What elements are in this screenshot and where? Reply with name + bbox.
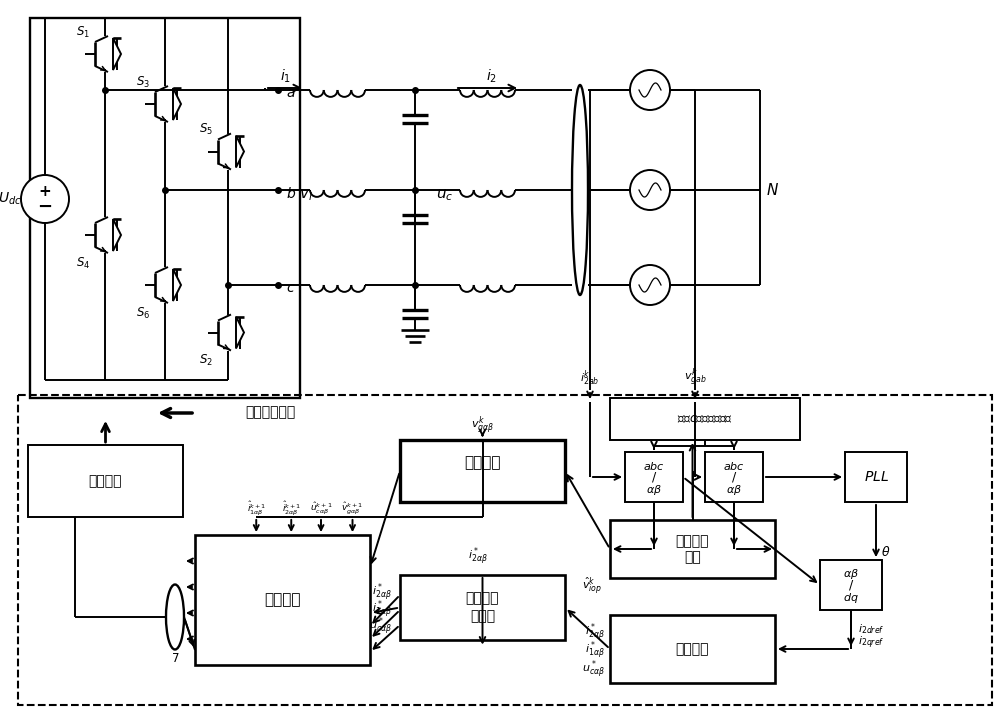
Text: 参考计算: 参考计算 (676, 642, 709, 656)
Text: 预测模型: 预测模型 (264, 593, 301, 608)
Text: $i^*_{1\alpha\beta}$: $i^*_{1\alpha\beta}$ (585, 640, 605, 662)
Bar (18, 395, 992, 705)
Text: $\alpha\beta$: $\alpha\beta$ (726, 483, 742, 497)
Polygon shape (236, 136, 244, 167)
Text: $i^*_{2\alpha\beta}$: $i^*_{2\alpha\beta}$ (585, 622, 605, 644)
Text: $N$: $N$ (766, 182, 778, 198)
Text: $\hat{i}^{k+1}_{2\alpha\beta}$: $\hat{i}^{k+1}_{2\alpha\beta}$ (282, 499, 301, 517)
Text: $S_4$: $S_4$ (76, 255, 90, 270)
Polygon shape (236, 317, 244, 348)
Polygon shape (113, 219, 121, 251)
Text: 延时补偿: 延时补偿 (464, 456, 501, 471)
Text: $i^*_{2\alpha\beta}$: $i^*_{2\alpha\beta}$ (468, 546, 487, 568)
Text: $abc$: $abc$ (643, 460, 665, 472)
Text: $S_6$: $S_6$ (136, 306, 150, 321)
Text: /: / (849, 578, 853, 591)
Bar (820, 560, 882, 610)
Text: $\hat{u}^{k+1}_{c\alpha\beta}$: $\hat{u}^{k+1}_{c\alpha\beta}$ (310, 500, 332, 516)
Text: $U_{dc}$: $U_{dc}$ (0, 191, 22, 207)
Bar (845, 452, 907, 502)
Text: 拉格朗日: 拉格朗日 (466, 591, 499, 606)
Text: $abc$: $abc$ (723, 460, 745, 472)
Text: $v^k_{g\alpha\beta}$: $v^k_{g\alpha\beta}$ (471, 415, 494, 437)
Text: 代价函数: 代价函数 (89, 474, 122, 488)
Bar (195, 535, 370, 665)
Text: $c$: $c$ (286, 281, 295, 295)
Text: $S_1$: $S_1$ (76, 25, 90, 40)
Text: $i_1$: $i_1$ (280, 67, 292, 84)
Text: 外推法: 外推法 (470, 609, 495, 624)
Circle shape (630, 70, 670, 110)
Bar (28, 445, 183, 517)
Text: $v_i$: $v_i$ (299, 187, 313, 203)
Bar (400, 575, 565, 640)
Bar (610, 615, 775, 683)
Text: $v^k_{gab}$: $v^k_{gab}$ (684, 367, 706, 389)
Circle shape (21, 175, 69, 223)
Text: $u^*_{c\alpha\beta}$: $u^*_{c\alpha\beta}$ (582, 659, 605, 681)
Text: −: − (37, 198, 53, 216)
Polygon shape (173, 269, 181, 301)
Text: 估算: 估算 (684, 550, 701, 564)
Text: $u^*_{c\alpha\beta}$: $u^*_{c\alpha\beta}$ (369, 616, 392, 638)
Text: $S_5$: $S_5$ (199, 122, 213, 137)
Text: $S_2$: $S_2$ (199, 353, 213, 368)
Text: +: + (39, 184, 51, 198)
Ellipse shape (572, 85, 588, 295)
Text: $\alpha\beta$: $\alpha\beta$ (843, 567, 859, 581)
Text: $u_c$: $u_c$ (436, 187, 454, 203)
Circle shape (630, 170, 670, 210)
Text: $a$: $a$ (286, 86, 296, 100)
Text: $7$: $7$ (171, 653, 179, 665)
Bar (625, 452, 683, 502)
Text: $S_3$: $S_3$ (136, 74, 150, 89)
Text: $dq$: $dq$ (843, 591, 859, 605)
Text: $\hat{v}_{iop}^{k}$: $\hat{v}_{iop}^{k}$ (582, 575, 602, 597)
Text: 最优驱动信号: 最优驱动信号 (245, 405, 295, 419)
Text: $i^*_{1\alpha\beta}$: $i^*_{1\alpha\beta}$ (372, 599, 392, 621)
Bar (30, 18, 300, 398)
Text: $i^*_{2\alpha\beta}$: $i^*_{2\alpha\beta}$ (372, 582, 392, 604)
Text: 计算$c$相电流、电压: 计算$c$相电流、电压 (677, 412, 733, 425)
Bar (705, 452, 763, 502)
Ellipse shape (166, 585, 184, 650)
Circle shape (630, 265, 670, 305)
Text: $\theta$: $\theta$ (881, 545, 890, 559)
Text: $\hat{i}^{k+1}_{1\alpha\beta}$: $\hat{i}^{k+1}_{1\alpha\beta}$ (247, 499, 266, 517)
Polygon shape (113, 38, 121, 70)
Polygon shape (173, 88, 181, 120)
Text: $i_{2dref}$: $i_{2dref}$ (858, 622, 884, 636)
Text: $i_{2qref}$: $i_{2qref}$ (858, 634, 884, 651)
Text: $b$: $b$ (286, 185, 296, 200)
Text: 状态变量: 状态变量 (676, 534, 709, 548)
Bar (400, 440, 565, 502)
Text: $PLL$: $PLL$ (864, 470, 888, 484)
Bar (610, 398, 800, 440)
Text: /: / (732, 471, 736, 484)
Text: $\hat{v}^{k+1}_{g\alpha\beta}$: $\hat{v}^{k+1}_{g\alpha\beta}$ (341, 500, 364, 516)
Bar (610, 520, 775, 578)
Text: $\alpha\beta$: $\alpha\beta$ (646, 483, 662, 497)
Text: /: / (652, 471, 656, 484)
Text: $i_2$: $i_2$ (486, 67, 498, 84)
Text: $i^k_{2ab}$: $i^k_{2ab}$ (580, 368, 600, 388)
